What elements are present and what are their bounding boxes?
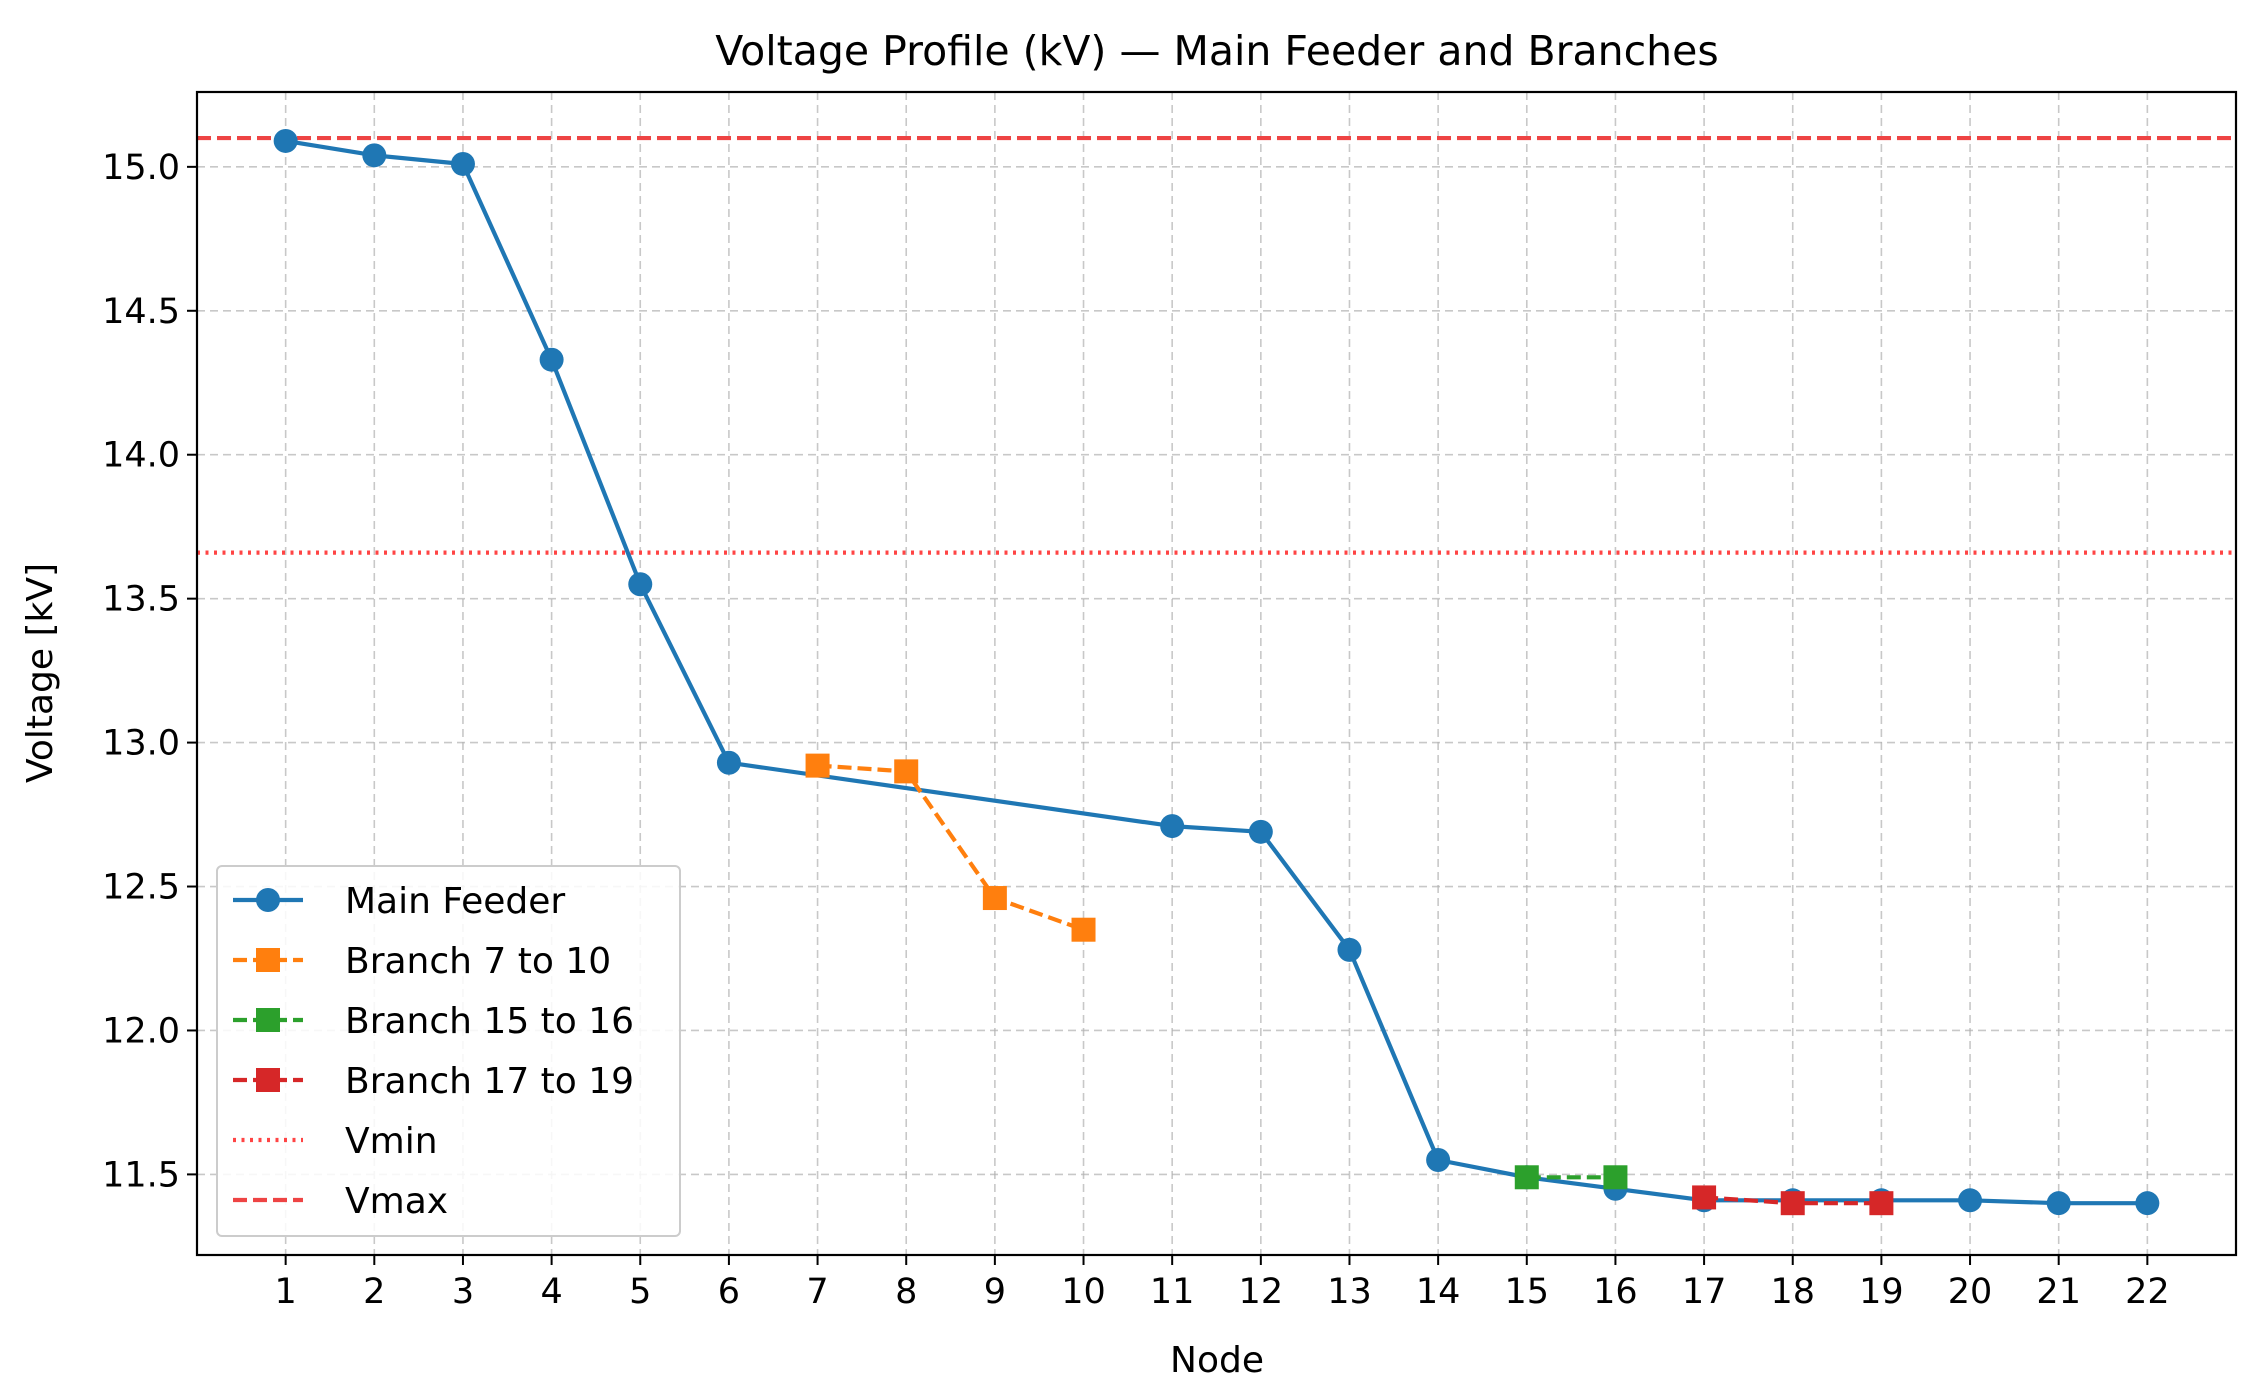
y-axis-label: Voltage [kV]: [20, 563, 61, 783]
x-tick-label: 22: [2125, 1272, 2170, 1312]
x-tick-label: 17: [1682, 1272, 1727, 1312]
x-tick-label: 5: [629, 1272, 651, 1312]
legend-marker: [256, 1008, 280, 1032]
x-tick-label: 20: [1948, 1272, 1993, 1312]
x-tick-label: 9: [984, 1272, 1006, 1312]
legend-marker: [256, 888, 280, 912]
legend-label: Branch 15 to 16: [345, 1001, 634, 1042]
series-line: [817, 763, 1085, 932]
data-point: [2046, 1191, 2071, 1216]
x-tick-label: 7: [806, 1272, 828, 1312]
y-tick-label: 12.5: [102, 868, 180, 908]
series-branch-15-to-16: [1514, 1165, 1628, 1190]
data-point: [1603, 1165, 1628, 1190]
data-point: [716, 750, 741, 775]
legend: Main Feeder Branch 7 to 10 Branch 15 to 16…: [216, 865, 681, 1237]
chart-title: Voltage Profile (kV) — Main Feeder and B…: [715, 27, 1718, 75]
legend-label: Main Feeder: [345, 881, 565, 922]
data-point: [362, 143, 387, 168]
data-point: [1426, 1148, 1451, 1173]
data-point: [539, 347, 564, 372]
plot-frame: [195, 90, 2238, 1257]
legend-box: [216, 865, 681, 1237]
data-point: [450, 151, 475, 176]
x-tick-label: 18: [1770, 1272, 1815, 1312]
y-tick-label: 12.0: [102, 1011, 180, 1051]
data-point: [273, 128, 298, 153]
data-point: [894, 759, 919, 784]
data-point: [628, 572, 653, 597]
legend-label: Branch 7 to 10: [345, 941, 611, 982]
axis-ticks: 1 2 3 4 5 6 7 8 9 10 11 12 13 14 15 16 17 18 19 20 21 2211.51…: [102, 148, 2170, 1312]
legend-marker: [256, 1068, 280, 1092]
legend-label: Vmin: [345, 1121, 438, 1162]
legend-label: Branch 17 to 19: [345, 1061, 634, 1102]
x-tick-label: 10: [1061, 1272, 1106, 1312]
x-tick-label: 16: [1593, 1272, 1638, 1312]
y-tick-label: 13.5: [102, 580, 180, 620]
series-line: [285, 138, 2148, 1206]
x-tick-label: 13: [1327, 1272, 1372, 1312]
y-tick-label: 15.0: [102, 148, 180, 188]
data-point: [1160, 814, 1185, 839]
legend-label: Vmax: [345, 1181, 448, 1222]
data-point: [1869, 1191, 1894, 1216]
x-tick-label: 21: [2036, 1272, 2081, 1312]
x-tick-label: 2: [363, 1272, 385, 1312]
x-tick-label: 15: [1505, 1272, 1550, 1312]
series-branch-17-to-19: [1692, 1185, 1894, 1216]
x-tick-label: 1: [275, 1272, 297, 1312]
y-tick-label: 11.5: [102, 1155, 180, 1195]
legend-marker: [256, 948, 280, 972]
x-tick-label: 12: [1239, 1272, 1284, 1312]
x-tick-label: 6: [718, 1272, 740, 1312]
x-axis-label: Node: [1170, 1340, 1264, 1381]
data-point: [1514, 1165, 1539, 1190]
data-point: [805, 753, 830, 778]
series-branch-7-to-10: [805, 753, 1096, 942]
data-point: [1337, 937, 1362, 962]
series: [273, 128, 2160, 1216]
x-tick-label: 11: [1150, 1272, 1195, 1312]
data-point: [1248, 819, 1273, 844]
data-point: [1958, 1188, 1983, 1213]
x-tick-label: 8: [895, 1272, 917, 1312]
data-point: [1780, 1191, 1805, 1216]
x-tick-label: 19: [1859, 1272, 1904, 1312]
data-point: [1071, 917, 1096, 942]
data-point: [982, 886, 1007, 911]
data-point: [1692, 1185, 1717, 1210]
y-tick-label: 13.0: [102, 724, 180, 764]
x-tick-label: 3: [452, 1272, 474, 1312]
data-point: [2135, 1191, 2160, 1216]
y-tick-label: 14.5: [102, 292, 180, 332]
y-tick-label: 14.0: [102, 436, 180, 476]
x-tick-label: 14: [1416, 1272, 1461, 1312]
x-tick-label: 4: [540, 1272, 562, 1312]
